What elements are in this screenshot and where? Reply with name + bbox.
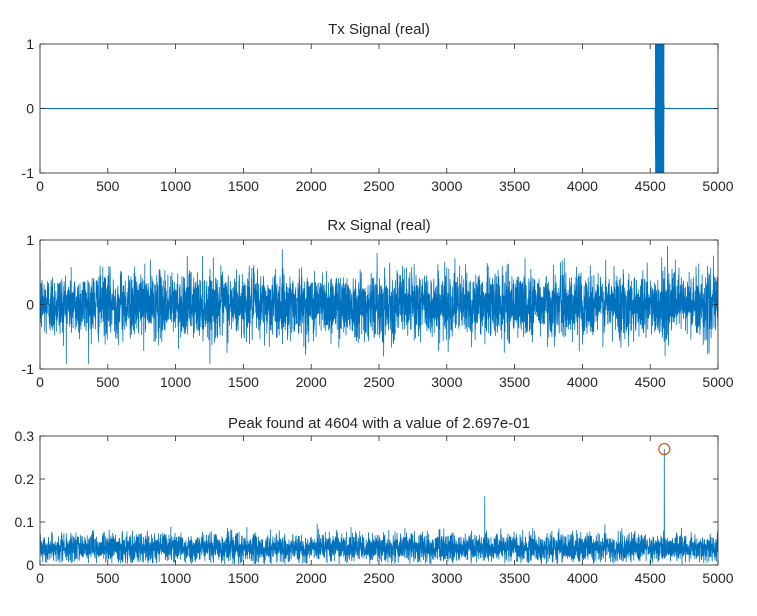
x-tick-label: 0	[36, 374, 44, 390]
x-tick-label: 4000	[567, 178, 598, 194]
x-tick-label: 500	[96, 178, 120, 194]
x-tick-label: 4000	[567, 374, 598, 390]
x-tick-label: 1500	[228, 570, 259, 586]
y-tick-label: 0	[26, 101, 34, 117]
x-tick-label: 3500	[499, 570, 530, 586]
rx-signal-line	[40, 246, 718, 364]
correlation-line	[40, 449, 718, 565]
y-tick-label: 0	[26, 557, 34, 573]
x-tick-label: 0	[36, 570, 44, 586]
x-tick-label: 3000	[431, 178, 462, 194]
peak-marker	[658, 442, 671, 456]
x-tick-label: 4500	[635, 374, 666, 390]
y-tick-label: 0	[26, 297, 34, 313]
x-tick-label: 500	[96, 570, 120, 586]
x-tick-label: 0	[36, 178, 44, 194]
y-tick-label: -1	[22, 361, 35, 377]
x-tick-label: 1000	[160, 570, 191, 586]
x-tick-label: 2500	[363, 374, 394, 390]
x-tick-label: 1000	[160, 374, 191, 390]
tx-signal-title: Tx Signal (real)	[328, 21, 430, 38]
x-tick-label: 3500	[499, 374, 530, 390]
correlation-axes: 0 500 1000 1500 2000 2500 3000 3500 4000 4500 5000…	[15, 415, 734, 586]
y-tick-label: -1	[22, 165, 35, 181]
y-tick-label: 0.2	[15, 471, 35, 487]
x-tick-label: 1500	[228, 374, 259, 390]
x-tick-label: 3500	[499, 178, 530, 194]
y-tick-label: 0.3	[15, 428, 35, 444]
x-tick-label: 2000	[296, 570, 327, 586]
x-tick-label: 4000	[567, 570, 598, 586]
x-tick-label: 3000	[431, 570, 462, 586]
x-tick-label: 5000	[702, 570, 733, 586]
x-tick-label: 2000	[296, 374, 327, 390]
tx-signal-burst	[655, 44, 665, 173]
rx-signal-axes: 0 500 1000 1500 2000 2500 3000 3500 4000 4500 5000…	[22, 217, 734, 390]
x-tick-label: 5000	[702, 374, 733, 390]
x-tick-label: 1500	[228, 178, 259, 194]
x-tick-label: 5000	[702, 178, 733, 194]
rx-signal-title: Rx Signal (real)	[327, 217, 430, 234]
x-tick-label: 2500	[363, 178, 394, 194]
x-tick-label: 1000	[160, 178, 191, 194]
tx-signal-axes: 0 500 1000 1500 2000 2500 3000 3500 4000 4500 5000…	[22, 21, 734, 194]
x-tick-label: 2000	[296, 178, 327, 194]
x-tick-label: 2500	[363, 570, 394, 586]
x-tick-label: 4500	[635, 178, 666, 194]
x-tick-label: 4500	[635, 570, 666, 586]
y-tick-label: 1	[26, 36, 34, 52]
y-tick-label: 0.1	[15, 514, 35, 530]
x-tick-label: 500	[96, 374, 120, 390]
peak-title: Peak found at 4604 with a value of 2.697…	[228, 415, 530, 432]
tx-signal-line	[40, 45, 718, 173]
y-tick-label: 1	[26, 232, 34, 248]
x-tick-label: 3000	[431, 374, 462, 390]
